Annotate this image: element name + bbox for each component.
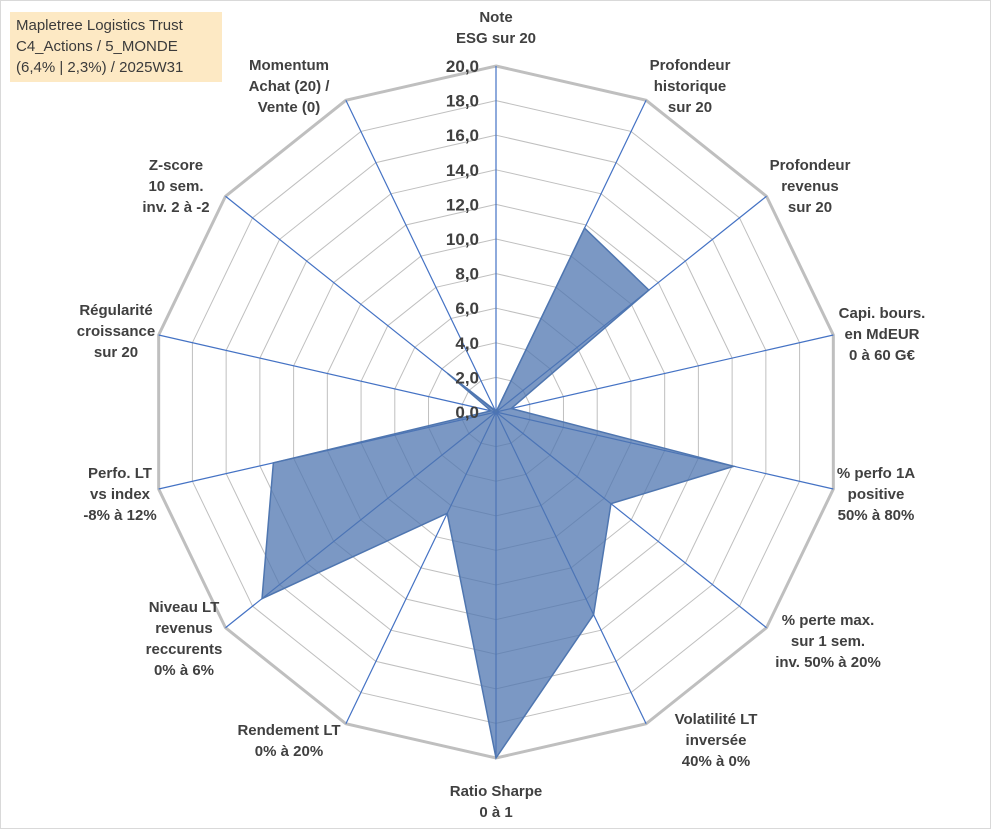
axis-label-line: 10 sem. <box>148 178 203 195</box>
axis-label-line: Profondeur <box>770 157 851 174</box>
axis-label-line: Ratio Sharpe <box>450 783 543 800</box>
axis-label-line: 40% à 0% <box>682 753 750 770</box>
axis-label: Capi. bours. en MdEUR 0 à 60 G€ <box>839 305 926 364</box>
axis-label-line: -8% à 12% <box>83 507 156 524</box>
axis-label: Rendement LT 0% à 20% <box>237 722 340 760</box>
axis-label-line: positive <box>848 486 905 503</box>
axis-label: Momentum Achat (20) / Vente (0) <box>249 57 331 116</box>
radial-tick-label: 0,0 <box>455 403 479 422</box>
tick-layer: 0,0 2,0 4,0 6,0 8,0 10,0 12,0 14,0 16,0 18,0 20,0 <box>446 57 479 422</box>
axis-label-line: vs index <box>90 486 151 503</box>
chart-title-line-3: (6,4% | 2,3%) / 2025W31 <box>16 59 184 76</box>
axis-label-line: revenus <box>155 620 213 637</box>
axis-label-line: en MdEUR <box>845 326 920 343</box>
axis-label-line: 0% à 6% <box>154 662 214 679</box>
axis-label-line: Perfo. LT <box>88 465 152 482</box>
axis-label-line: sur 20 <box>668 99 712 116</box>
axis-label-line: inv. 50% à 20% <box>775 654 881 671</box>
axis-label-line: Profondeur <box>650 57 731 74</box>
axis-label: Ratio Sharpe 0 à 1 <box>450 783 543 821</box>
axis-label-line: % perte max. <box>782 612 875 629</box>
radial-tick-label: 8,0 <box>455 265 479 284</box>
radial-tick-label: 14,0 <box>446 161 479 180</box>
axis-label-line: revenus <box>781 178 839 195</box>
axis-label: Profondeur historique sur 20 <box>650 57 731 116</box>
axis-label-line: reccurents <box>146 641 223 658</box>
axis-label-line: Capi. bours. <box>839 305 926 322</box>
axis-label-line: sur 20 <box>94 344 138 361</box>
axis-label: Profondeur revenus sur 20 <box>770 157 851 216</box>
axis-label-line: sur 20 <box>788 199 832 216</box>
axis-label-line: Régularité <box>79 302 152 319</box>
axis-spoke <box>345 100 497 413</box>
axis-label-line: historique <box>654 78 727 95</box>
axis-label: Régularité croissance sur 20 <box>77 302 155 361</box>
radial-tick-label: 2,0 <box>455 368 479 387</box>
axis-label-line: Volatilité LT <box>675 711 758 728</box>
axis-label-line: 50% à 80% <box>838 507 915 524</box>
axis-label-line: sur 1 sem. <box>791 633 865 650</box>
axis-label: Z-score 10 sem. inv. 2 à -2 <box>142 157 209 216</box>
radial-tick-label: 12,0 <box>446 195 479 214</box>
series-area <box>261 226 737 760</box>
axis-label-line: croissance <box>77 323 155 340</box>
chart-title-line-2: C4_Actions / 5_MONDE <box>16 38 178 55</box>
axis-label-line: Momentum <box>249 57 329 74</box>
chart-title-box: Mapletree Logistics Trust C4_Actions / 5… <box>10 12 222 82</box>
axis-label-line: ESG sur 20 <box>456 30 536 47</box>
axis-label-line: % perfo 1A <box>837 465 916 482</box>
chart-title-line-1: Mapletree Logistics Trust <box>16 17 183 34</box>
radial-tick-label: 16,0 <box>446 126 479 145</box>
axis-label-line: inv. 2 à -2 <box>142 199 209 216</box>
axis-label-line: Z-score <box>149 157 203 174</box>
axis-label-line: Achat (20) / <box>249 78 331 95</box>
radial-tick-label: 10,0 <box>446 230 479 249</box>
axis-label-line: 0 à 1 <box>479 804 512 821</box>
axis-label-line: 0 à 60 G€ <box>849 347 916 364</box>
axis-label: Perfo. LT vs index -8% à 12% <box>83 465 156 524</box>
series-layer <box>261 226 737 760</box>
axis-label-line: Vente (0) <box>258 99 321 116</box>
axis-label-line: Rendement LT <box>237 722 340 739</box>
radial-tick-label: 4,0 <box>455 334 479 353</box>
axis-label: Niveau LT revenus reccurents 0% à 6% <box>146 599 223 679</box>
axis-label-line: Note <box>479 9 512 26</box>
radial-tick-label: 18,0 <box>446 92 479 111</box>
axis-label: % perfo 1A positive 50% à 80% <box>837 465 916 524</box>
axis-label: Note ESG sur 20 <box>456 9 536 47</box>
axis-label: Volatilité LT inversée 40% à 0% <box>675 711 758 770</box>
axis-label-layer: Note ESG sur 20 Profondeur historique sur 20… <box>77 9 926 821</box>
radial-tick-label: 20,0 <box>446 57 479 76</box>
radial-tick-label: 6,0 <box>455 299 479 318</box>
axis-label-line: Niveau LT <box>149 599 220 616</box>
axis-spoke <box>495 334 834 413</box>
axis-label: % perte max. sur 1 sem. inv. 50% à 20% <box>775 612 881 671</box>
axis-label-line: inversée <box>686 732 747 749</box>
axis-label-line: 0% à 20% <box>255 743 323 760</box>
axis-spoke <box>158 334 497 413</box>
